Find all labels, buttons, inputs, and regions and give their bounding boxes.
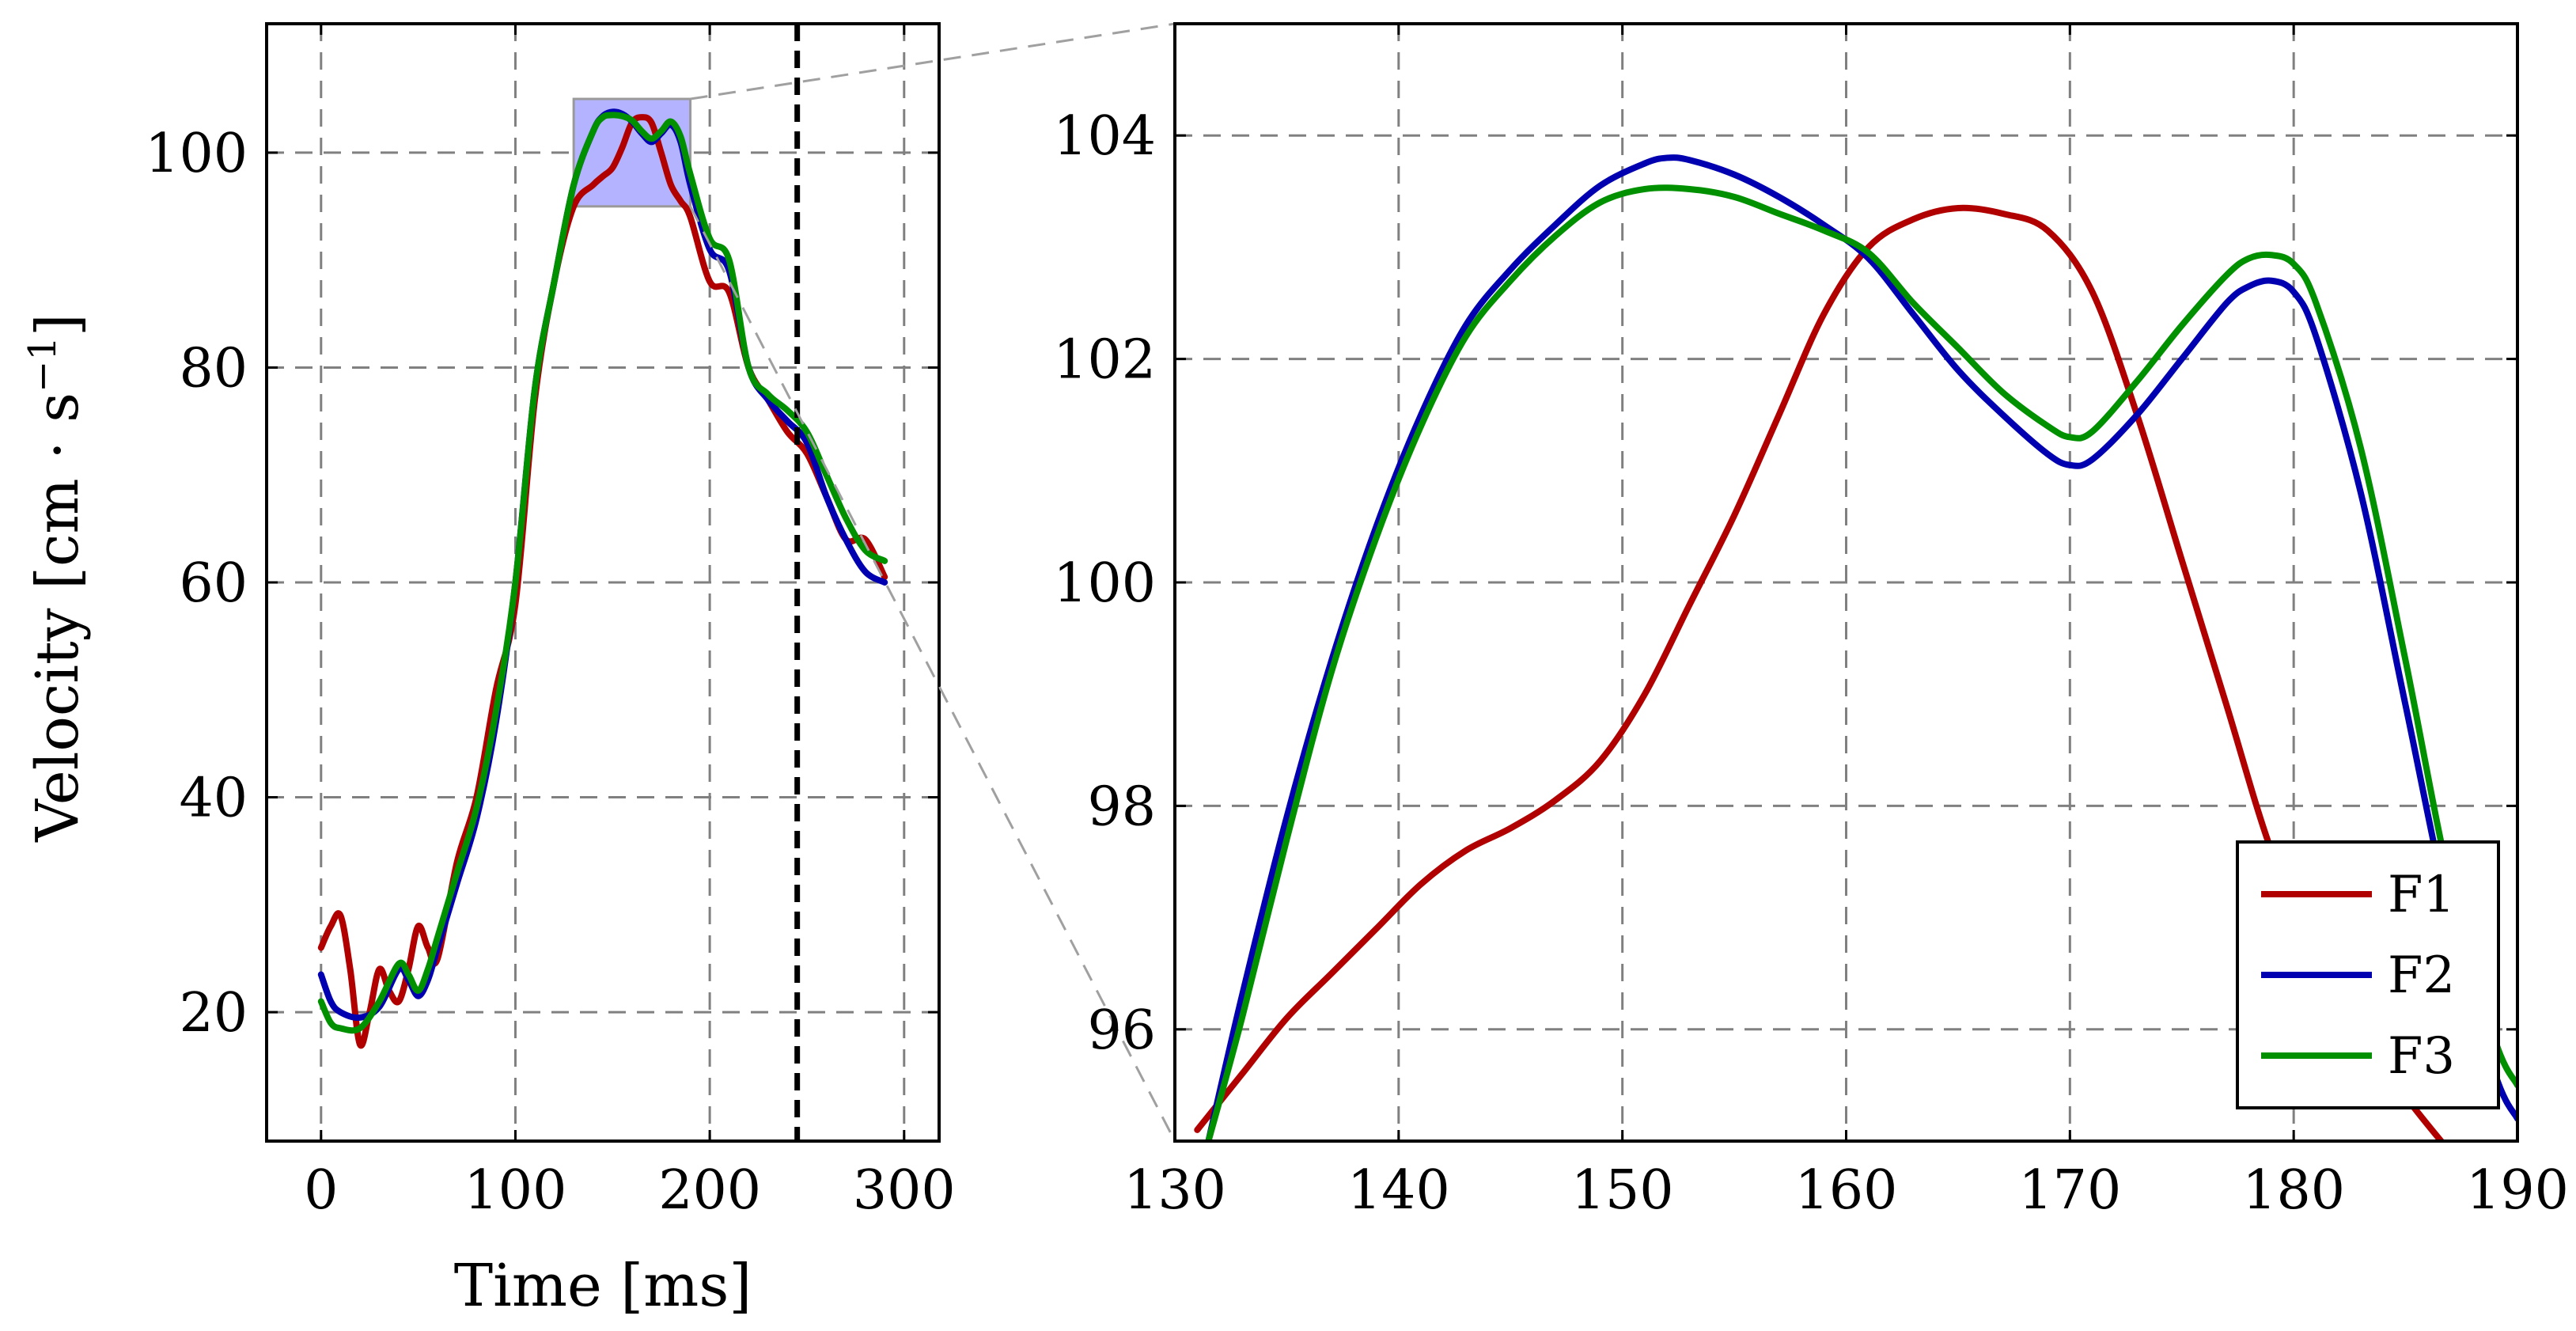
x-tick-label: 180 (2242, 1159, 2345, 1222)
y-tick-label: 98 (1087, 775, 1156, 838)
series-line-f3 (317, 112, 888, 1034)
y-tick-label: 40 (179, 768, 248, 830)
zoom-connector-lines (689, 22, 1176, 1142)
connector-line-bottom (689, 206, 1176, 1142)
legend-label-f3: F3 (2388, 1027, 2455, 1086)
x-tick-label: 130 (1123, 1159, 1226, 1222)
y-tick-label: 60 (179, 552, 248, 615)
legend-label-f2: F2 (2388, 946, 2455, 1005)
x-tick-label: 160 (1795, 1159, 1898, 1222)
x-tick-label: 190 (2466, 1159, 2569, 1222)
series-line-f3 (1205, 184, 2517, 1141)
x-tick-label: 100 (464, 1159, 567, 1222)
series-line-f2 (1205, 154, 2517, 1141)
series-line-f1 (1194, 204, 2445, 1141)
x-tick-label: 150 (1571, 1159, 1674, 1222)
y-tick-label: 102 (1053, 329, 1156, 392)
y-tick-label: 20 (179, 982, 248, 1045)
x-tick-label: 0 (304, 1159, 338, 1222)
x-tick-label: 140 (1347, 1159, 1450, 1222)
overview-ticks: 0 100 200 300 20 40 60 80 100 (145, 24, 956, 1222)
y-tick-label: 80 (179, 337, 248, 400)
connector-line-top (690, 22, 1176, 100)
legend-label-f1: F1 (2388, 866, 2455, 924)
zoom-series (1194, 154, 2517, 1141)
overview-series (317, 24, 888, 1141)
zoom-ticks: 130 140 150 160 170 180 190 96 98 100 102 104 (1053, 24, 2569, 1222)
y-tick-label: 100 (1053, 552, 1156, 615)
x-tick-label: 200 (658, 1159, 761, 1222)
series-line-f2 (317, 108, 888, 1022)
y-tick-label: 96 (1087, 999, 1156, 1062)
series-line-f1 (317, 114, 888, 1049)
overview-x-axis-label: Time [ms] (454, 1252, 752, 1320)
x-tick-label: 300 (853, 1159, 956, 1222)
legend: F1 F2 F3 (2236, 840, 2500, 1109)
overview-y-axis-label: Velocity [cm · s−1] (21, 313, 92, 843)
x-tick-label: 170 (2018, 1159, 2121, 1222)
y-tick-label: 104 (1053, 105, 1156, 168)
y-tick-label: 100 (145, 123, 248, 185)
